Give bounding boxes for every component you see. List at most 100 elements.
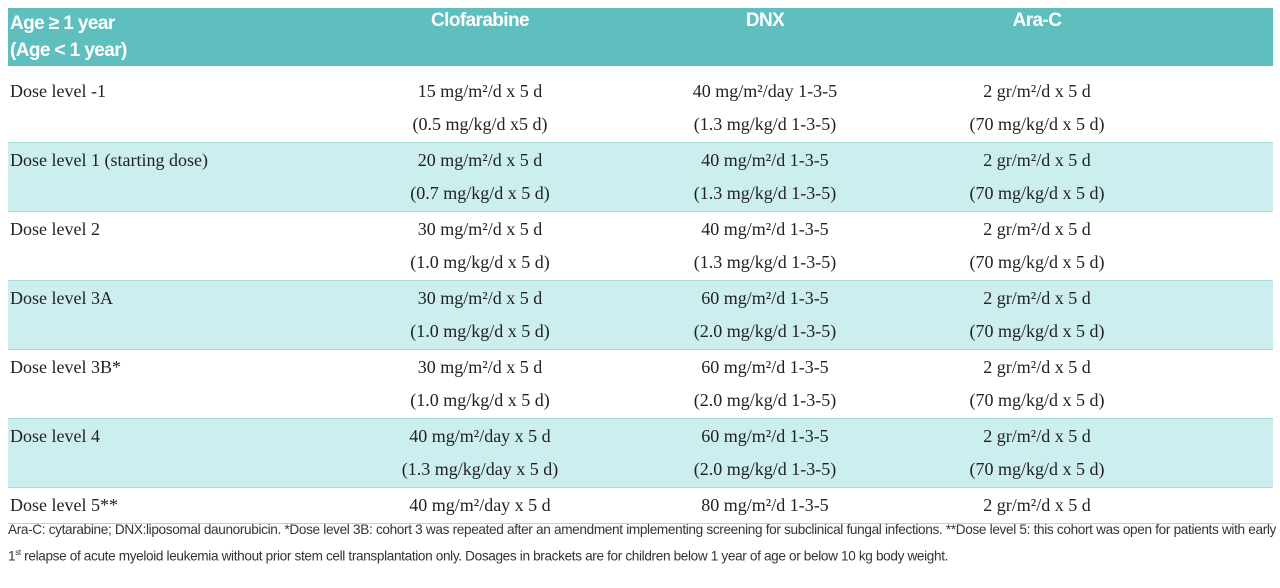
header-arac: Ara-C bbox=[920, 8, 1154, 66]
clofarabine-cell-line: (1.0 mg/kg/d x 5 d) bbox=[410, 390, 550, 410]
arac-cell-line: (70 mg/kg/d x 5 d) bbox=[969, 390, 1105, 410]
dnx-cell-line: (1.3 mg/kg/d 1-3-5) bbox=[693, 114, 837, 134]
clofarabine-cell-line: 20 mg/m²/d x 5 d bbox=[417, 150, 543, 170]
table-row: Dose level -1 15 mg/m²/d x 5 d (0.5 mg/kg/… bbox=[8, 74, 1273, 143]
clofarabine-cell-line: 15 mg/m²/d x 5 d bbox=[417, 81, 543, 101]
arac-cell-line: (70 mg/kg/d x 5 d) bbox=[969, 183, 1105, 203]
dose-level-text: Dose level 4 bbox=[10, 426, 100, 446]
table-footnote: Ara-C: cytarabine; DNX:liposomal daunoru… bbox=[8, 518, 1276, 568]
arac-cell: 2 gr/m²/d x 5 d (70 mg/kg/d x 5 d) bbox=[920, 74, 1154, 143]
table-row: Dose level 2 30 mg/m²/d x 5 d (1.0 mg/kg/d… bbox=[8, 211, 1273, 281]
dose-level-label: Dose level 3A bbox=[8, 280, 350, 350]
dnx-cell-line: 60 mg/m²/d 1-3-5 bbox=[701, 288, 829, 308]
arac-cell-line: 2 gr/m²/d x 5 d bbox=[983, 150, 1091, 170]
dnx-cell-line: (2.0 mg/kg/d 1-3-5) bbox=[693, 321, 837, 341]
dnx-cell-line: (2.0 mg/kg/d 1-3-5) bbox=[693, 459, 837, 479]
dose-level-label: Dose level 4 bbox=[8, 418, 350, 488]
arac-cell: 2 gr/m²/d x 5 d (70 mg/kg/d x 5 d) bbox=[920, 349, 1154, 419]
dose-table-container: Age ≥ 1 year (Age < 1 year) Clofarabine D… bbox=[8, 8, 1273, 524]
header-spacer bbox=[1154, 8, 1273, 66]
header-gap bbox=[8, 66, 1273, 74]
header-dnx: DNX bbox=[610, 8, 920, 66]
clofarabine-cell: 30 mg/m²/d x 5 d (1.0 mg/kg/d x 5 d) bbox=[350, 349, 610, 419]
dose-level-text: Dose level 3A bbox=[10, 288, 113, 308]
spacer-cell bbox=[1154, 349, 1273, 419]
clofarabine-cell-line: (0.5 mg/kg/d x5 d) bbox=[412, 114, 548, 134]
spacer-cell bbox=[1154, 418, 1273, 488]
table-row: Dose level 1 (starting dose) 20 mg/m²/d x… bbox=[8, 142, 1273, 212]
arac-cell: 2 gr/m²/d x 5 d (70 mg/kg/d x 5 d) bbox=[920, 142, 1154, 212]
arac-cell-line: (70 mg/kg/d x 5 d) bbox=[969, 114, 1105, 134]
clofarabine-cell-line: 30 mg/m²/d x 5 d bbox=[417, 219, 543, 239]
footnote-part1: Ara-C: cytarabine; DNX:liposomal daunoru… bbox=[8, 522, 1276, 564]
clofarabine-cell: 40 mg/m²/day x 5 d bbox=[350, 487, 610, 524]
table-row: Dose level 5** 40 mg/m²/day x 5 d 80 mg/m²… bbox=[8, 487, 1273, 524]
dnx-cell: 40 mg/m²/d 1-3-5 (1.3 mg/kg/d 1-3-5) bbox=[610, 142, 920, 212]
header-age: Age ≥ 1 year (Age < 1 year) bbox=[8, 8, 350, 66]
arac-cell-line: (70 mg/kg/d x 5 d) bbox=[969, 321, 1105, 341]
dose-level-text: Dose level 3B* bbox=[10, 357, 121, 377]
dose-level-text: Dose level -1 bbox=[10, 81, 106, 101]
arac-cell: 2 gr/m²/d x 5 d (70 mg/kg/d x 5 d) bbox=[920, 211, 1154, 281]
header-clofarabine: Clofarabine bbox=[350, 8, 610, 66]
arac-cell-line: 2 gr/m²/d x 5 d bbox=[983, 81, 1091, 101]
dnx-cell-line: 40 mg/m²/d 1-3-5 bbox=[701, 219, 829, 239]
spacer-cell bbox=[1154, 74, 1273, 143]
dnx-cell-line: 40 mg/m²/d 1-3-5 bbox=[701, 150, 829, 170]
dnx-cell: 80 mg/m²/d 1-3-5 bbox=[610, 487, 920, 524]
dnx-cell-line: 40 mg/m²/day 1-3-5 bbox=[692, 81, 838, 101]
spacer-cell bbox=[1154, 487, 1273, 524]
table-row: Dose level 3B* 30 mg/m²/d x 5 d (1.0 mg/kg… bbox=[8, 349, 1273, 419]
clofarabine-cell-line: (1.3 mg/kg/day x 5 d) bbox=[401, 459, 559, 479]
clofarabine-cell: 40 mg/m²/day x 5 d (1.3 mg/kg/day x 5 d) bbox=[350, 418, 610, 488]
clofarabine-cell: 15 mg/m²/d x 5 d (0.5 mg/kg/d x5 d) bbox=[350, 74, 610, 143]
dose-level-text: Dose level 2 bbox=[10, 219, 100, 239]
arac-cell-line: 2 gr/m²/d x 5 d bbox=[983, 495, 1091, 515]
dnx-cell: 60 mg/m²/d 1-3-5 (2.0 mg/kg/d 1-3-5) bbox=[610, 418, 920, 488]
dnx-cell-line: (1.3 mg/kg/d 1-3-5) bbox=[693, 183, 837, 203]
dnx-cell-line: (2.0 mg/kg/d 1-3-5) bbox=[693, 390, 837, 410]
header-age-line2: (Age < 1 year) bbox=[10, 40, 127, 61]
clofarabine-cell: 30 mg/m²/d x 5 d (1.0 mg/kg/d x 5 d) bbox=[350, 211, 610, 281]
dnx-cell: 60 mg/m²/d 1-3-5 (2.0 mg/kg/d 1-3-5) bbox=[610, 349, 920, 419]
footnote-part2: relapse of acute myeloid leukemia withou… bbox=[20, 548, 949, 564]
arac-cell-line: (70 mg/kg/d x 5 d) bbox=[969, 252, 1105, 272]
dose-level-text: Dose level 5** bbox=[10, 495, 118, 515]
dnx-cell-line: 60 mg/m²/d 1-3-5 bbox=[701, 357, 829, 377]
arac-cell-line: 2 gr/m²/d x 5 d bbox=[983, 288, 1091, 308]
dnx-cell-line: 80 mg/m²/d 1-3-5 bbox=[701, 495, 829, 515]
dose-level-table: Age ≥ 1 year (Age < 1 year) Clofarabine D… bbox=[8, 8, 1273, 524]
table-row: Dose level 4 40 mg/m²/day x 5 d (1.3 mg/kg… bbox=[8, 418, 1273, 488]
dnx-cell-line: 60 mg/m²/d 1-3-5 bbox=[701, 426, 829, 446]
spacer-cell bbox=[1154, 280, 1273, 350]
clofarabine-cell-line: 30 mg/m²/d x 5 d bbox=[417, 357, 543, 377]
clofarabine-cell-line: (1.0 mg/kg/d x 5 d) bbox=[410, 252, 550, 272]
clofarabine-cell-line: 40 mg/m²/day x 5 d bbox=[409, 495, 551, 515]
arac-cell-line: 2 gr/m²/d x 5 d bbox=[983, 219, 1091, 239]
clofarabine-cell-line: (1.0 mg/kg/d x 5 d) bbox=[410, 321, 550, 341]
footnote-sup: st bbox=[15, 548, 21, 557]
arac-cell-line: 2 gr/m²/d x 5 d bbox=[983, 357, 1091, 377]
dose-level-text: Dose level 1 (starting dose) bbox=[10, 150, 208, 170]
dose-level-label: Dose level -1 bbox=[8, 74, 350, 143]
dose-level-label: Dose level 5** bbox=[8, 487, 350, 524]
arac-cell-line: (70 mg/kg/d x 5 d) bbox=[969, 459, 1105, 479]
table-header-row: Age ≥ 1 year (Age < 1 year) Clofarabine D… bbox=[8, 8, 1273, 66]
clofarabine-cell: 20 mg/m²/d x 5 d (0.7 mg/kg/d x 5 d) bbox=[350, 142, 610, 212]
dnx-cell: 60 mg/m²/d 1-3-5 (2.0 mg/kg/d 1-3-5) bbox=[610, 280, 920, 350]
arac-cell: 2 gr/m²/d x 5 d bbox=[920, 487, 1154, 524]
clofarabine-cell-line: 30 mg/m²/d x 5 d bbox=[417, 288, 543, 308]
spacer-cell bbox=[1154, 211, 1273, 281]
arac-cell-line: 2 gr/m²/d x 5 d bbox=[983, 426, 1091, 446]
dose-level-label: Dose level 2 bbox=[8, 211, 350, 281]
dnx-cell-line: (1.3 mg/kg/d 1-3-5) bbox=[693, 252, 837, 272]
dnx-cell: 40 mg/m²/d 1-3-5 (1.3 mg/kg/d 1-3-5) bbox=[610, 211, 920, 281]
dose-level-label: Dose level 3B* bbox=[8, 349, 350, 419]
clofarabine-cell: 30 mg/m²/d x 5 d (1.0 mg/kg/d x 5 d) bbox=[350, 280, 610, 350]
dnx-cell: 40 mg/m²/day 1-3-5 (1.3 mg/kg/d 1-3-5) bbox=[610, 74, 920, 143]
dose-level-label: Dose level 1 (starting dose) bbox=[8, 142, 350, 212]
clofarabine-cell-line: (0.7 mg/kg/d x 5 d) bbox=[410, 183, 550, 203]
table-row: Dose level 3A 30 mg/m²/d x 5 d (1.0 mg/kg/… bbox=[8, 280, 1273, 350]
header-age-line1: Age ≥ 1 year bbox=[10, 13, 115, 34]
arac-cell: 2 gr/m²/d x 5 d (70 mg/kg/d x 5 d) bbox=[920, 280, 1154, 350]
